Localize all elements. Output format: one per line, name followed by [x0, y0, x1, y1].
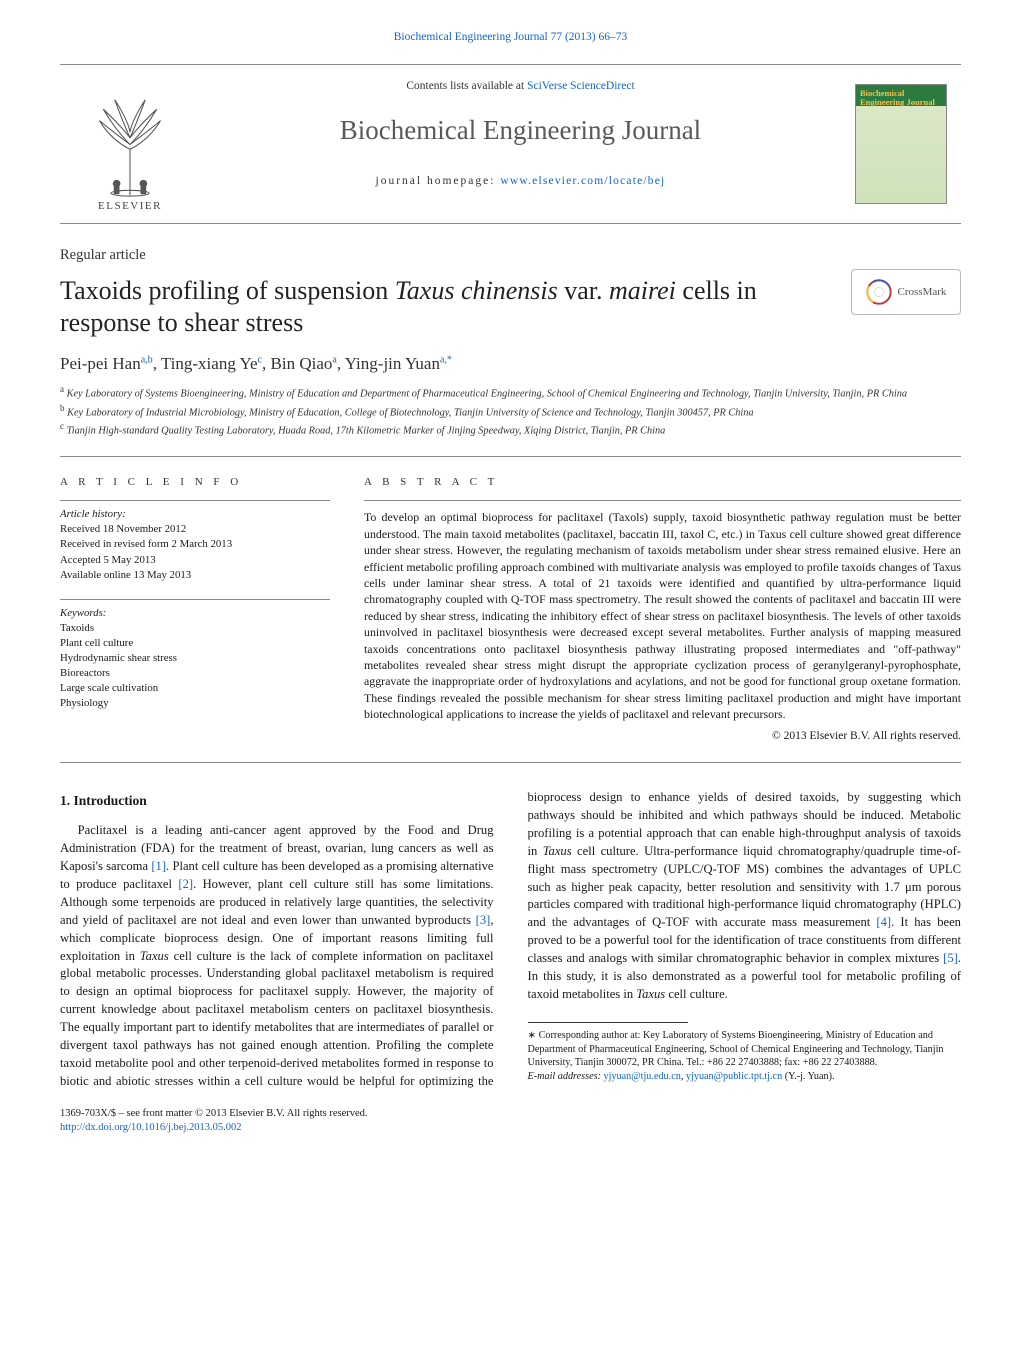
running-head: Biochemical Engineering Journal 77 (2013… [60, 30, 961, 46]
divider [60, 762, 961, 763]
keyword: Physiology [60, 696, 330, 711]
journal-homepage-link[interactable]: www.elsevier.com/locate/bej [500, 175, 665, 187]
author-2-affil: c [258, 354, 262, 365]
journal-cover-thumb: Biochemical Engineering Journal [855, 84, 947, 204]
crossmark-badge[interactable]: CrossMark [851, 269, 961, 315]
history-accepted: Accepted 5 May 2013 [60, 553, 330, 568]
author-4-affil: a,* [440, 354, 452, 365]
author-2: Ting-xiang Ye [161, 354, 258, 373]
article-info-heading: A R T I C L E I N F O [60, 475, 330, 490]
sciencedirect-link[interactable]: SciVerse ScienceDirect [527, 80, 635, 92]
history-label: Article history: [60, 507, 330, 522]
history-online: Available online 13 May 2013 [60, 568, 330, 583]
article-history: Article history: Received 18 November 20… [60, 500, 330, 583]
keyword: Hydrodynamic shear stress [60, 651, 330, 666]
journal-cover-title: Biochemical Engineering Journal [860, 89, 942, 108]
author-1: Pei-pei Han [60, 354, 141, 373]
author-1-affil: a,b [141, 354, 153, 365]
corresponding-author-footnote: ∗ Corresponding author at: Key Laborator… [528, 1029, 962, 1084]
article-title: Taxoids profiling of suspension Taxus ch… [60, 275, 835, 338]
abstract-copyright: © 2013 Elsevier B.V. All rights reserved… [364, 729, 961, 745]
abstract-heading: A B S T R A C T [364, 475, 961, 490]
citation-2[interactable]: [2] [178, 877, 193, 891]
keyword: Taxoids [60, 621, 330, 636]
elsevier-logo: ELSEVIER [75, 74, 185, 214]
authors: Pei-pei Hana,b, Ting-xiang Yec, Bin Qiao… [60, 353, 961, 376]
citation-4[interactable]: [4] [876, 915, 891, 929]
keywords-label: Keywords: [60, 606, 330, 621]
divider [60, 456, 961, 457]
author-4: Ying-jin Yuan [345, 354, 440, 373]
tree-icon [80, 92, 180, 197]
crossmark-icon [866, 279, 892, 305]
body-text: 1. Introduction Paclitaxel is a leading … [60, 789, 961, 1090]
citation-5[interactable]: [5] [943, 951, 958, 965]
history-revised: Received in revised form 2 March 2013 [60, 537, 330, 552]
citation-3[interactable]: [3] [476, 913, 491, 927]
masthead: ELSEVIER Contents lists available at Sci… [60, 64, 961, 224]
footnote-rule [528, 1022, 688, 1023]
journal-name: Biochemical Engineering Journal [210, 112, 831, 148]
crossmark-label: CrossMark [898, 285, 947, 300]
section-heading-intro: 1. Introduction [60, 791, 494, 810]
author-3-affil: a [332, 354, 336, 365]
author-3: Bin Qiao [271, 354, 333, 373]
keyword: Bioreactors [60, 666, 330, 681]
affiliations: a Key Laboratory of Systems Bioengineeri… [60, 383, 961, 438]
running-head-link[interactable]: Biochemical Engineering Journal 77 (2013… [394, 31, 627, 43]
history-received: Received 18 November 2012 [60, 522, 330, 537]
citation-1[interactable]: [1] [151, 859, 166, 873]
keywords-block: Keywords: Taxoids Plant cell culture Hyd… [60, 599, 330, 712]
email-link-2[interactable]: yjyuan@public.tpt.tj.cn [686, 1071, 782, 1082]
publisher-name: ELSEVIER [98, 199, 162, 214]
article-type: Regular article [60, 246, 961, 266]
front-matter-line: 1369-703X/$ – see front matter © 2013 El… [60, 1107, 961, 1122]
doi-link[interactable]: http://dx.doi.org/10.1016/j.bej.2013.05.… [60, 1122, 242, 1133]
abstract-text: To develop an optimal bioprocess for pac… [364, 500, 961, 722]
keyword: Large scale cultivation [60, 681, 330, 696]
email-link-1[interactable]: yjyuan@tju.edu.cn [604, 1071, 681, 1082]
journal-homepage: journal homepage: www.elsevier.com/locat… [210, 174, 831, 190]
publisher-logo-box: ELSEVIER [60, 65, 200, 223]
keyword: Plant cell culture [60, 636, 330, 651]
page-footer: 1369-703X/$ – see front matter © 2013 El… [60, 1107, 961, 1136]
contents-line: Contents lists available at SciVerse Sci… [210, 79, 831, 95]
